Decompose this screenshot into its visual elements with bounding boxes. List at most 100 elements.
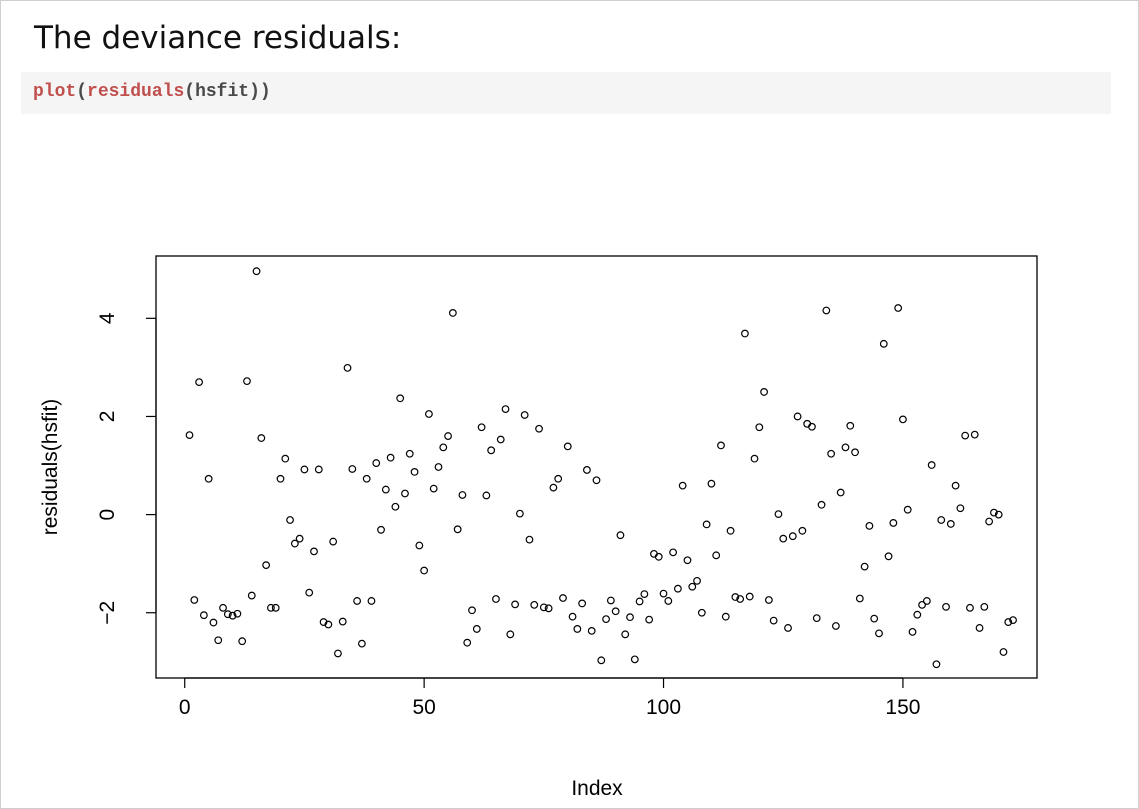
- data-point: [616, 531, 625, 540]
- data-point: [243, 377, 251, 386]
- data-point: [673, 584, 682, 593]
- data-point: [769, 616, 778, 625]
- data-point: [300, 465, 309, 474]
- data-point: [721, 612, 730, 621]
- data-point: [860, 562, 869, 571]
- data-point: [884, 552, 893, 561]
- data-point: [305, 588, 314, 597]
- data-point: [985, 517, 994, 526]
- data-point: [937, 516, 946, 524]
- data-point: [310, 547, 318, 556]
- data-point: [405, 449, 414, 458]
- data-point: [487, 446, 496, 455]
- data-point: [889, 519, 898, 527]
- data-point: [611, 607, 620, 616]
- data-point: [425, 410, 433, 418]
- data-point: [367, 597, 376, 605]
- data-point: [501, 405, 510, 413]
- data-point: [276, 474, 285, 483]
- data-point: [717, 441, 725, 450]
- data-point: [223, 610, 232, 619]
- data-point: [353, 597, 361, 605]
- data-point: [463, 638, 472, 647]
- data-point: [621, 630, 630, 639]
- data-point: [391, 502, 400, 511]
- data-point: [506, 630, 515, 639]
- data-point: [472, 625, 481, 633]
- data-point: [515, 509, 524, 518]
- data-point: [444, 432, 452, 440]
- plot-box: [155, 255, 1038, 679]
- data-point: [381, 485, 390, 494]
- data-point: [999, 648, 1008, 656]
- data-point: [975, 624, 984, 632]
- data-point: [583, 466, 591, 474]
- data-point: [482, 491, 491, 500]
- data-point: [1004, 618, 1013, 626]
- data-point: [420, 566, 429, 575]
- data-point: [295, 534, 304, 543]
- data-point: [879, 339, 888, 348]
- data-point: [204, 474, 213, 483]
- data-point: [247, 591, 256, 600]
- data-point: [468, 606, 476, 615]
- data-point: [597, 656, 606, 665]
- data-point: [228, 611, 237, 620]
- data-point: [922, 597, 931, 605]
- data-point: [185, 431, 194, 440]
- data-point: [745, 592, 754, 601]
- data-point: [396, 394, 405, 403]
- data-point: [338, 617, 347, 626]
- data-point: [492, 595, 500, 603]
- data-point: [271, 603, 280, 612]
- data-point: [683, 556, 692, 565]
- data-point: [262, 561, 271, 570]
- data-point: [798, 526, 807, 535]
- data-point: [836, 488, 845, 497]
- data-point: [654, 552, 663, 561]
- data-point: [448, 309, 457, 317]
- data-point: [899, 415, 907, 424]
- data-point: [707, 479, 716, 488]
- data-point: [511, 600, 520, 609]
- x-tick-label: 50: [412, 696, 435, 719]
- x-tick-label: 150: [885, 696, 920, 719]
- data-point: [238, 637, 247, 646]
- data-point: [267, 603, 275, 612]
- data-point: [760, 388, 768, 396]
- code-argument: hsfit: [195, 82, 250, 102]
- data-point: [257, 434, 266, 442]
- data-point: [788, 532, 797, 541]
- data-point: [539, 603, 548, 612]
- data-point: [764, 596, 773, 604]
- data-point: [712, 551, 721, 560]
- data-point: [535, 424, 543, 433]
- data-point: [726, 526, 735, 535]
- data-point: [664, 597, 673, 605]
- data-point: [520, 411, 529, 419]
- data-point: [927, 461, 936, 469]
- data-point: [918, 600, 926, 609]
- data-point: [812, 614, 821, 623]
- data-point: [386, 453, 395, 462]
- data-point: [233, 609, 242, 618]
- data-point: [970, 430, 979, 439]
- data-point: [951, 481, 960, 490]
- data-point: [822, 306, 831, 315]
- data-point: [865, 521, 874, 530]
- data-point: [214, 636, 223, 645]
- data-point: [554, 474, 563, 483]
- data-point: [410, 468, 419, 476]
- data-point: [357, 639, 366, 648]
- code-function-plot: plot: [33, 82, 77, 102]
- data-point: [841, 443, 850, 452]
- data-point: [219, 603, 227, 612]
- data-point: [286, 516, 294, 524]
- data-point: [903, 505, 912, 514]
- data-point: [688, 582, 697, 591]
- data-point: [568, 612, 577, 621]
- x-tick-label: 100: [646, 696, 681, 719]
- data-point: [434, 463, 443, 471]
- x-axis: 0 50 100 150: [179, 677, 920, 719]
